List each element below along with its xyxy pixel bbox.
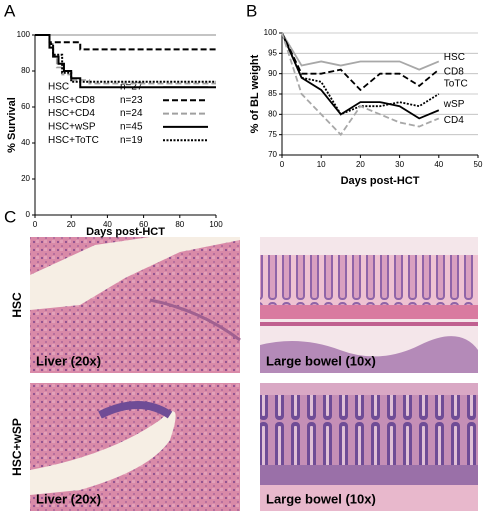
survival-curve: [35, 34, 216, 83]
y-tick-label: 100: [264, 28, 278, 37]
x-tick-label: 100: [209, 220, 223, 229]
x-tick-label: 20: [67, 220, 76, 229]
x-tick-label: 0: [280, 160, 285, 169]
y-axis-title: % of BL weight: [249, 54, 261, 133]
y-tick-label: 20: [21, 174, 30, 183]
legend-label: HSC+CD4: [48, 108, 95, 119]
panel-letter: C: [4, 207, 16, 226]
image-label: Large bowel (10x): [266, 491, 376, 506]
survival-curve: [35, 34, 216, 89]
y-tick-label: 100: [17, 30, 31, 39]
series-label: HSC: [444, 52, 465, 63]
y-tick-label: 60: [21, 102, 30, 111]
histology-image: [260, 237, 478, 373]
legend-label: HSC: [48, 82, 69, 93]
x-tick-label: 40: [434, 160, 443, 169]
image-label: Liver (20x): [36, 491, 101, 506]
x-tick-label: 60: [139, 220, 148, 229]
panel-letter: B: [246, 1, 257, 20]
y-tick-label: 90: [268, 69, 277, 78]
y-tick-label: 70: [268, 150, 277, 159]
y-tick-label: 40: [21, 138, 30, 147]
legend-n: n=19: [120, 135, 143, 146]
legend-n: n=24: [120, 108, 143, 119]
weight-line: [281, 32, 440, 92]
series-label: wSP: [443, 99, 465, 110]
y-tick-label: 85: [268, 89, 277, 98]
x-tick-label: 40: [103, 220, 112, 229]
series-label: CD4: [444, 115, 464, 126]
weight-line: [281, 32, 440, 120]
x-tick-label: 80: [175, 220, 184, 229]
survival-curve: [35, 34, 216, 51]
x-tick-label: 50: [474, 160, 483, 169]
x-axis-title: Days post-HCT: [86, 226, 165, 238]
x-tick-label: 30: [395, 160, 404, 169]
legend-label: HSC+CD8: [48, 95, 95, 106]
y-tick-label: 80: [21, 66, 30, 75]
legend-label: HSC+ToTC: [48, 135, 99, 146]
x-tick-label: 10: [317, 160, 326, 169]
histology-image: [30, 383, 240, 511]
histology-image: [30, 237, 241, 373]
series-label: ToTC: [444, 78, 468, 89]
y-tick-label: 80: [268, 109, 277, 118]
legend-n: n=45: [120, 122, 143, 133]
image-label: Large bowel (10x): [266, 353, 376, 368]
y-tick-label: 95: [268, 48, 277, 57]
image-label: Liver (20x): [36, 353, 101, 368]
x-axis-title: Days post-HCT: [341, 175, 420, 187]
row-label: HSC: [10, 292, 24, 318]
weight-line: [281, 32, 440, 137]
x-tick-label: 0: [33, 220, 38, 229]
legend-n: n=23: [120, 95, 143, 106]
survival-curve: [35, 34, 216, 85]
row-label: HSC+wSP: [10, 418, 24, 476]
weight-line: [281, 32, 440, 71]
legend-label: HSC+wSP: [48, 122, 96, 133]
y-axis-title: % Survival: [6, 97, 18, 153]
y-tick-label: 75: [268, 130, 277, 139]
x-tick-label: 20: [356, 160, 365, 169]
histology-image: [260, 383, 478, 511]
y-tick-label: 0: [26, 210, 31, 219]
series-label: CD8: [444, 66, 464, 77]
panel-letter: A: [4, 1, 16, 20]
